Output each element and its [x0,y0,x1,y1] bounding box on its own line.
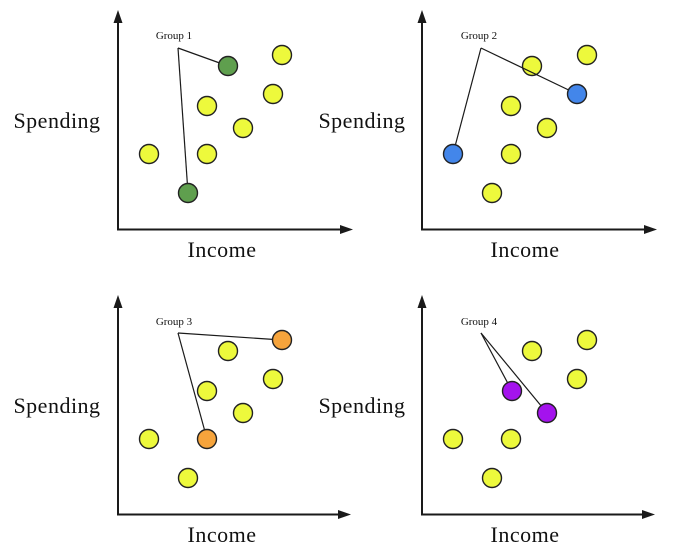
y-axis-label-panel4: Spending [318,393,406,418]
data-point-blue [566,83,588,105]
y-axis-arrow-icon [417,10,427,23]
data-point-yellow [196,380,218,402]
data-point-green [177,182,199,204]
x-axis-arrow-icon [338,510,351,519]
data-point-yellow [500,143,522,165]
data-point-orange [271,329,293,351]
group-3-annotation: Group 3 [155,316,193,328]
group-1-annotation: Group 1 [155,30,193,42]
group-4-connector-line [480,332,513,392]
y-axis-arrow-icon [113,295,123,308]
data-point-yellow [576,329,598,351]
data-point-yellow [217,340,239,362]
x-axis-label-panel1: Income [187,237,257,262]
data-point-yellow [521,340,543,362]
x-axis-label-panel3: Income [187,522,257,547]
data-point-yellow [138,143,160,165]
data-point-yellow [576,44,598,66]
group-2-connector-line [452,47,482,155]
group-4-annotation: Group 4 [460,316,498,328]
data-point-yellow [442,428,464,450]
y-axis-label-panel3: Spending [13,393,101,418]
data-point-blue [442,143,464,165]
data-point-yellow [500,428,522,450]
data-point-yellow [500,95,522,117]
y-axis-label-panel2: Spending [318,108,406,133]
data-point-yellow [566,368,588,390]
data-point-orange [196,428,218,450]
x-axis-arrow-icon [340,225,353,234]
data-point-yellow [262,83,284,105]
y-axis-arrow-icon [417,295,427,308]
y-axis-label-panel1: Spending [13,108,101,133]
y-axis-arrow-icon [113,10,123,23]
data-point-yellow [262,368,284,390]
data-point-yellow [481,467,503,489]
group-4-connector-line [480,332,548,414]
data-point-purple [501,380,523,402]
group-1-connector-line [177,47,189,194]
data-point-yellow [271,44,293,66]
data-point-yellow [196,143,218,165]
group-2-annotation: Group 2 [460,30,498,42]
group-2-connector-line [480,47,578,95]
x-axis-label-panel4: Income [490,522,560,547]
data-point-yellow [138,428,160,450]
data-point-green [217,55,239,77]
group-3-connector-line [177,332,208,440]
x-axis-label-panel2: Income [490,237,560,262]
x-axis-arrow-icon [642,510,655,519]
data-point-purple [536,402,558,424]
data-point-yellow [536,117,558,139]
x-axis-arrow-icon [644,225,657,234]
data-point-yellow [177,467,199,489]
group-3-connector-line [177,332,283,341]
data-point-yellow [196,95,218,117]
data-point-yellow [232,402,254,424]
data-point-yellow [232,117,254,139]
data-point-yellow [481,182,503,204]
